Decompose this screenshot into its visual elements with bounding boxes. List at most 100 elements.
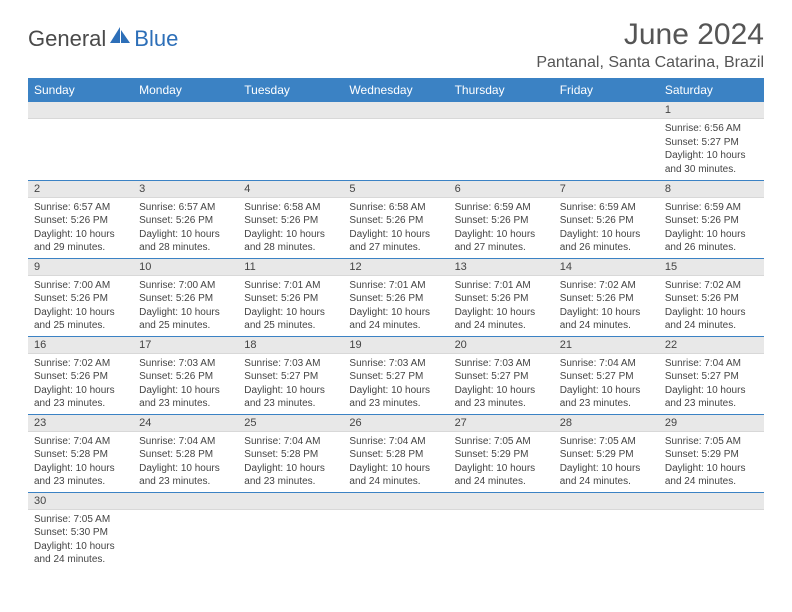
- day-number: 8: [659, 181, 764, 198]
- calendar-week: 30Sunrise: 7:05 AMSunset: 5:30 PMDayligh…: [28, 492, 764, 570]
- sunrise-text: Sunrise: 7:04 AM: [665, 357, 758, 371]
- empty-day: [449, 493, 554, 510]
- daylight-line1: Daylight: 10 hours: [244, 228, 337, 242]
- sunset-text: Sunset: 5:27 PM: [349, 370, 442, 384]
- day-number: 13: [449, 259, 554, 276]
- sunset-text: Sunset: 5:26 PM: [139, 214, 232, 228]
- calendar-cell: 2Sunrise: 6:57 AMSunset: 5:26 PMDaylight…: [28, 180, 133, 258]
- daylight-line2: and 26 minutes.: [665, 241, 758, 255]
- day-number: 26: [343, 415, 448, 432]
- calendar-cell: 17Sunrise: 7:03 AMSunset: 5:26 PMDayligh…: [133, 336, 238, 414]
- calendar-cell: [343, 102, 448, 180]
- sunset-text: Sunset: 5:27 PM: [244, 370, 337, 384]
- weekday-header-row: Sunday Monday Tuesday Wednesday Thursday…: [28, 78, 764, 102]
- sunset-text: Sunset: 5:29 PM: [455, 448, 548, 462]
- daylight-line1: Daylight: 10 hours: [560, 462, 653, 476]
- calendar-cell: 18Sunrise: 7:03 AMSunset: 5:27 PMDayligh…: [238, 336, 343, 414]
- empty-day: [238, 102, 343, 119]
- calendar-cell: [133, 102, 238, 180]
- day-number: 4: [238, 181, 343, 198]
- sunset-text: Sunset: 5:28 PM: [139, 448, 232, 462]
- day-details: Sunrise: 7:04 AMSunset: 5:28 PMDaylight:…: [343, 432, 448, 492]
- empty-day: [343, 493, 448, 510]
- sunset-text: Sunset: 5:26 PM: [455, 214, 548, 228]
- day-details: Sunrise: 6:58 AMSunset: 5:26 PMDaylight:…: [343, 198, 448, 258]
- daylight-line1: Daylight: 10 hours: [34, 228, 127, 242]
- daylight-line2: and 23 minutes.: [560, 397, 653, 411]
- calendar-table: Sunday Monday Tuesday Wednesday Thursday…: [28, 78, 764, 570]
- sunrise-text: Sunrise: 7:02 AM: [34, 357, 127, 371]
- calendar-cell: 6Sunrise: 6:59 AMSunset: 5:26 PMDaylight…: [449, 180, 554, 258]
- daylight-line2: and 23 minutes.: [139, 475, 232, 489]
- day-details: Sunrise: 7:02 AMSunset: 5:26 PMDaylight:…: [28, 354, 133, 414]
- sunset-text: Sunset: 5:26 PM: [455, 292, 548, 306]
- day-details: Sunrise: 6:58 AMSunset: 5:26 PMDaylight:…: [238, 198, 343, 258]
- daylight-line2: and 24 minutes.: [34, 553, 127, 567]
- daylight-line2: and 23 minutes.: [244, 475, 337, 489]
- day-details: Sunrise: 7:05 AMSunset: 5:29 PMDaylight:…: [554, 432, 659, 492]
- day-number: 25: [238, 415, 343, 432]
- calendar-cell: 16Sunrise: 7:02 AMSunset: 5:26 PMDayligh…: [28, 336, 133, 414]
- sunset-text: Sunset: 5:29 PM: [560, 448, 653, 462]
- calendar-cell: [659, 492, 764, 570]
- day-number: 7: [554, 181, 659, 198]
- day-details: Sunrise: 7:00 AMSunset: 5:26 PMDaylight:…: [133, 276, 238, 336]
- daylight-line1: Daylight: 10 hours: [455, 306, 548, 320]
- sunrise-text: Sunrise: 6:57 AM: [34, 201, 127, 215]
- calendar-cell: 8Sunrise: 6:59 AMSunset: 5:26 PMDaylight…: [659, 180, 764, 258]
- daylight-line2: and 24 minutes.: [665, 319, 758, 333]
- weekday-header: Wednesday: [343, 78, 448, 102]
- day-number: 9: [28, 259, 133, 276]
- empty-day: [238, 493, 343, 510]
- calendar-cell: 21Sunrise: 7:04 AMSunset: 5:27 PMDayligh…: [554, 336, 659, 414]
- sunset-text: Sunset: 5:26 PM: [34, 214, 127, 228]
- day-details: Sunrise: 7:02 AMSunset: 5:26 PMDaylight:…: [554, 276, 659, 336]
- sunset-text: Sunset: 5:27 PM: [665, 136, 758, 150]
- sunrise-text: Sunrise: 7:05 AM: [665, 435, 758, 449]
- sunrise-text: Sunrise: 7:05 AM: [455, 435, 548, 449]
- daylight-line2: and 23 minutes.: [34, 397, 127, 411]
- daylight-line1: Daylight: 10 hours: [665, 462, 758, 476]
- sunset-text: Sunset: 5:26 PM: [560, 214, 653, 228]
- calendar-cell: 5Sunrise: 6:58 AMSunset: 5:26 PMDaylight…: [343, 180, 448, 258]
- sunset-text: Sunset: 5:29 PM: [665, 448, 758, 462]
- daylight-line1: Daylight: 10 hours: [139, 462, 232, 476]
- daylight-line2: and 23 minutes.: [349, 397, 442, 411]
- sunset-text: Sunset: 5:27 PM: [560, 370, 653, 384]
- sail-icon: [110, 27, 132, 45]
- daylight-line2: and 24 minutes.: [349, 475, 442, 489]
- daylight-line2: and 28 minutes.: [244, 241, 337, 255]
- daylight-line2: and 24 minutes.: [455, 319, 548, 333]
- day-details: Sunrise: 7:03 AMSunset: 5:27 PMDaylight:…: [238, 354, 343, 414]
- calendar-cell: 27Sunrise: 7:05 AMSunset: 5:29 PMDayligh…: [449, 414, 554, 492]
- day-number: 16: [28, 337, 133, 354]
- calendar-week: 23Sunrise: 7:04 AMSunset: 5:28 PMDayligh…: [28, 414, 764, 492]
- weekday-header: Thursday: [449, 78, 554, 102]
- daylight-line1: Daylight: 10 hours: [244, 462, 337, 476]
- brand-logo: General Blue: [28, 26, 178, 52]
- sunrise-text: Sunrise: 7:04 AM: [349, 435, 442, 449]
- day-number: 3: [133, 181, 238, 198]
- calendar-cell: 4Sunrise: 6:58 AMSunset: 5:26 PMDaylight…: [238, 180, 343, 258]
- daylight-line2: and 29 minutes.: [34, 241, 127, 255]
- day-details: Sunrise: 7:05 AMSunset: 5:30 PMDaylight:…: [28, 510, 133, 570]
- sunrise-text: Sunrise: 7:00 AM: [139, 279, 232, 293]
- sunset-text: Sunset: 5:26 PM: [665, 292, 758, 306]
- calendar-cell: 3Sunrise: 6:57 AMSunset: 5:26 PMDaylight…: [133, 180, 238, 258]
- sunset-text: Sunset: 5:28 PM: [349, 448, 442, 462]
- calendar-week: 2Sunrise: 6:57 AMSunset: 5:26 PMDaylight…: [28, 180, 764, 258]
- sunset-text: Sunset: 5:26 PM: [665, 214, 758, 228]
- sunset-text: Sunset: 5:30 PM: [34, 526, 127, 540]
- daylight-line1: Daylight: 10 hours: [349, 306, 442, 320]
- sunrise-text: Sunrise: 7:01 AM: [349, 279, 442, 293]
- sunrise-text: Sunrise: 7:02 AM: [560, 279, 653, 293]
- month-title: June 2024: [536, 18, 764, 52]
- daylight-line1: Daylight: 10 hours: [665, 306, 758, 320]
- day-number: 30: [28, 493, 133, 510]
- day-details: Sunrise: 7:05 AMSunset: 5:29 PMDaylight:…: [449, 432, 554, 492]
- day-details: Sunrise: 7:01 AMSunset: 5:26 PMDaylight:…: [238, 276, 343, 336]
- daylight-line1: Daylight: 10 hours: [455, 384, 548, 398]
- empty-day: [133, 493, 238, 510]
- day-number: 18: [238, 337, 343, 354]
- day-details: Sunrise: 7:04 AMSunset: 5:27 PMDaylight:…: [659, 354, 764, 414]
